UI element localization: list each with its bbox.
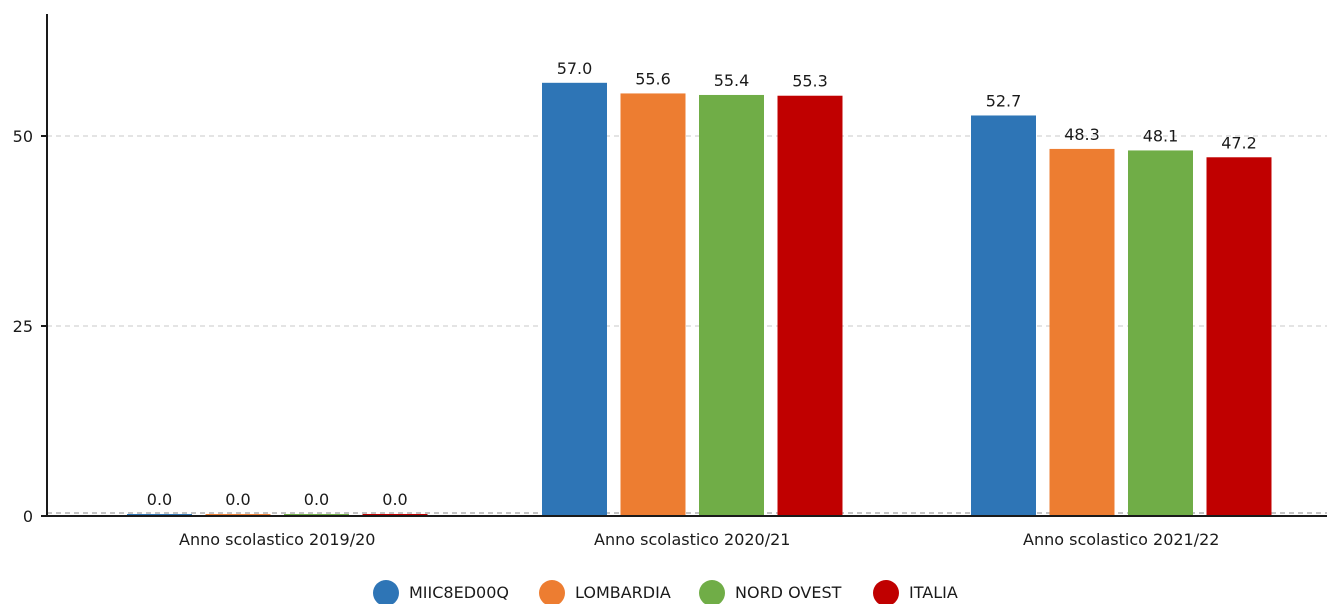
data-label: 57.0 <box>557 59 593 78</box>
y-axis-ticks: 0 25 50 <box>13 127 47 526</box>
legend-marker <box>873 580 899 604</box>
data-label: 55.4 <box>714 71 750 90</box>
bar <box>620 93 686 516</box>
data-label: 52.7 <box>986 91 1022 110</box>
data-label: 0.0 <box>304 490 329 509</box>
data-labels: 0.0 0.0 0.0 0.0 57.0 55.6 55.4 55.3 52.7 48.3 48.1… <box>147 59 1257 509</box>
bars <box>127 82 1272 517</box>
category-label: Anno scolastico 2021/22 <box>1023 530 1219 549</box>
bar <box>542 82 607 517</box>
legend-marker <box>373 580 399 604</box>
bar <box>777 95 843 516</box>
bar <box>1049 148 1115 517</box>
legend-item[interactable]: ITALIA <box>873 580 958 604</box>
legend-marker <box>699 580 725 604</box>
data-label: 55.3 <box>792 72 828 91</box>
legend-label: ITALIA <box>909 583 958 602</box>
category-label: Anno scolastico 2020/21 <box>594 530 790 549</box>
data-label: 0.0 <box>382 490 407 509</box>
y-tick-label: 25 <box>13 317 33 336</box>
legend-label: NORD OVEST <box>735 583 842 602</box>
legend: MIIC8ED00Q LOMBARDIA NORD OVEST ITALIA <box>373 580 958 604</box>
data-label: 48.3 <box>1064 125 1100 144</box>
data-label: 47.2 <box>1221 133 1257 152</box>
legend-marker <box>539 580 565 604</box>
legend-item[interactable]: LOMBARDIA <box>539 580 671 604</box>
bar <box>971 115 1036 516</box>
data-label: 0.0 <box>225 490 250 509</box>
data-label: 55.6 <box>635 69 671 88</box>
bar <box>699 94 764 517</box>
bar <box>1128 150 1193 516</box>
category-label: Anno scolastico 2019/20 <box>179 530 375 549</box>
legend-label: LOMBARDIA <box>575 583 671 602</box>
y-tick-label: 50 <box>13 127 33 146</box>
y-tick-label: 0 <box>23 507 33 526</box>
legend-label: MIIC8ED00Q <box>409 583 509 602</box>
category-labels: Anno scolastico 2019/20 Anno scolastico 2… <box>179 530 1219 549</box>
bar <box>1206 157 1272 516</box>
legend-item[interactable]: MIIC8ED00Q <box>373 580 509 604</box>
data-label: 48.1 <box>1143 126 1179 145</box>
data-label: 0.0 <box>147 490 172 509</box>
legend-item[interactable]: NORD OVEST <box>699 580 842 604</box>
